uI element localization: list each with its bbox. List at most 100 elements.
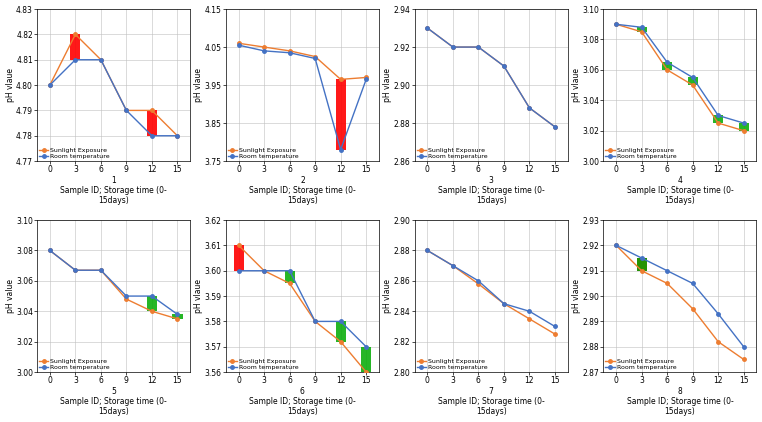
Sunlight Exposure xyxy=(362,370,371,375)
Sunlight Exposure xyxy=(688,83,697,88)
Sunlight Exposure xyxy=(71,32,80,37)
Bar xyxy=(738,123,749,131)
Room temperature xyxy=(285,268,294,273)
Sunlight Exposure xyxy=(362,75,371,80)
Sunlight Exposure xyxy=(311,54,320,59)
X-axis label: 7
Sample ID; Storage time (0-
15days): 7 Sample ID; Storage time (0- 15days) xyxy=(438,387,545,417)
Room temperature xyxy=(234,268,243,273)
Legend: Sunlight Exposure, Room temperature: Sunlight Exposure, Room temperature xyxy=(228,359,299,370)
Bar xyxy=(713,116,723,123)
Bar xyxy=(147,296,157,311)
Room temperature xyxy=(525,106,534,111)
Bar xyxy=(284,271,295,284)
Sunlight Exposure xyxy=(285,281,294,286)
Room temperature xyxy=(173,133,182,138)
Y-axis label: pH vlaue: pH vlaue xyxy=(572,68,581,102)
Sunlight Exposure xyxy=(550,332,559,337)
Line: Room temperature: Room temperature xyxy=(48,58,179,138)
Line: Sunlight Exposure: Sunlight Exposure xyxy=(48,32,179,138)
Sunlight Exposure xyxy=(336,77,345,82)
Sunlight Exposure xyxy=(147,309,156,314)
Sunlight Exposure xyxy=(663,281,672,286)
Room temperature xyxy=(96,268,105,273)
Legend: Sunlight Exposure, Room temperature: Sunlight Exposure, Room temperature xyxy=(39,148,110,159)
Room temperature xyxy=(234,43,243,48)
Room temperature xyxy=(688,281,697,286)
Room temperature xyxy=(96,57,105,62)
Sunlight Exposure xyxy=(285,49,294,54)
Room temperature xyxy=(362,77,371,82)
Sunlight Exposure xyxy=(234,41,243,46)
Bar xyxy=(636,258,647,271)
Sunlight Exposure xyxy=(173,316,182,322)
Y-axis label: pH vlaue: pH vlaue xyxy=(5,68,14,102)
X-axis label: 3
Sample ID; Storage time (0-
15days): 3 Sample ID; Storage time (0- 15days) xyxy=(438,176,545,206)
Legend: Sunlight Exposure, Room temperature: Sunlight Exposure, Room temperature xyxy=(39,359,110,370)
Room temperature xyxy=(448,45,457,50)
Room temperature xyxy=(448,263,457,268)
Room temperature xyxy=(362,344,371,349)
X-axis label: 1
Sample ID; Storage time (0-
15days): 1 Sample ID; Storage time (0- 15days) xyxy=(60,176,167,206)
Sunlight Exposure xyxy=(739,128,748,133)
Room temperature xyxy=(423,25,432,30)
Sunlight Exposure xyxy=(423,248,432,253)
Room temperature xyxy=(474,279,483,284)
Room temperature xyxy=(336,319,345,324)
Room temperature xyxy=(45,83,54,88)
Room temperature xyxy=(637,25,646,30)
Bar xyxy=(662,62,672,70)
Room temperature xyxy=(147,294,156,299)
Sunlight Exposure xyxy=(550,124,559,130)
Sunlight Exposure xyxy=(474,45,483,50)
Y-axis label: pH vlaue: pH vlaue xyxy=(383,68,392,102)
Line: Room temperature: Room temperature xyxy=(426,26,557,129)
X-axis label: 8
Sample ID; Storage time (0-
15days): 8 Sample ID; Storage time (0- 15days) xyxy=(626,387,733,417)
Legend: Sunlight Exposure, Room temperature: Sunlight Exposure, Room temperature xyxy=(417,148,488,159)
Room temperature xyxy=(260,268,269,273)
Sunlight Exposure xyxy=(311,319,320,324)
Bar xyxy=(636,27,647,32)
Y-axis label: pH vlaue: pH vlaue xyxy=(194,68,203,102)
Line: Room temperature: Room temperature xyxy=(237,43,368,151)
Room temperature xyxy=(525,309,534,314)
X-axis label: 4
Sample ID; Storage time (0-
15days): 4 Sample ID; Storage time (0- 15days) xyxy=(626,176,733,206)
Sunlight Exposure xyxy=(336,339,345,344)
Room temperature xyxy=(663,60,672,65)
Room temperature xyxy=(45,248,54,253)
Sunlight Exposure xyxy=(499,301,508,306)
Room temperature xyxy=(311,56,320,61)
Bar xyxy=(361,347,371,372)
Sunlight Exposure xyxy=(260,45,269,50)
Room temperature xyxy=(550,324,559,329)
X-axis label: 6
Sample ID; Storage time (0-
15days): 6 Sample ID; Storage time (0- 15days) xyxy=(249,387,356,417)
Sunlight Exposure xyxy=(499,64,508,69)
Line: Sunlight Exposure: Sunlight Exposure xyxy=(614,22,745,133)
Room temperature xyxy=(122,108,131,113)
Bar xyxy=(687,78,698,85)
Legend: Sunlight Exposure, Room temperature: Sunlight Exposure, Room temperature xyxy=(605,359,676,370)
Room temperature xyxy=(71,57,80,62)
Sunlight Exposure xyxy=(448,45,457,50)
Legend: Sunlight Exposure, Room temperature: Sunlight Exposure, Room temperature xyxy=(605,148,676,159)
Line: Room temperature: Room temperature xyxy=(614,22,745,125)
Room temperature xyxy=(713,311,722,316)
Sunlight Exposure xyxy=(260,268,269,273)
Room temperature xyxy=(663,268,672,273)
Bar xyxy=(233,246,244,271)
Sunlight Exposure xyxy=(713,339,722,344)
Y-axis label: pH vlaue: pH vlaue xyxy=(194,279,203,313)
Sunlight Exposure xyxy=(71,268,80,273)
Bar xyxy=(335,79,346,150)
Room temperature xyxy=(336,147,345,152)
Sunlight Exposure xyxy=(448,263,457,268)
Line: Sunlight Exposure: Sunlight Exposure xyxy=(614,243,745,361)
Line: Sunlight Exposure: Sunlight Exposure xyxy=(426,26,557,129)
Line: Room temperature: Room temperature xyxy=(426,249,557,328)
Room temperature xyxy=(260,49,269,54)
Room temperature xyxy=(637,256,646,261)
X-axis label: 5
Sample ID; Storage time (0-
15days): 5 Sample ID; Storage time (0- 15days) xyxy=(60,387,167,417)
Room temperature xyxy=(499,301,508,306)
Room temperature xyxy=(71,268,80,273)
Sunlight Exposure xyxy=(612,22,621,27)
Bar xyxy=(335,322,346,342)
